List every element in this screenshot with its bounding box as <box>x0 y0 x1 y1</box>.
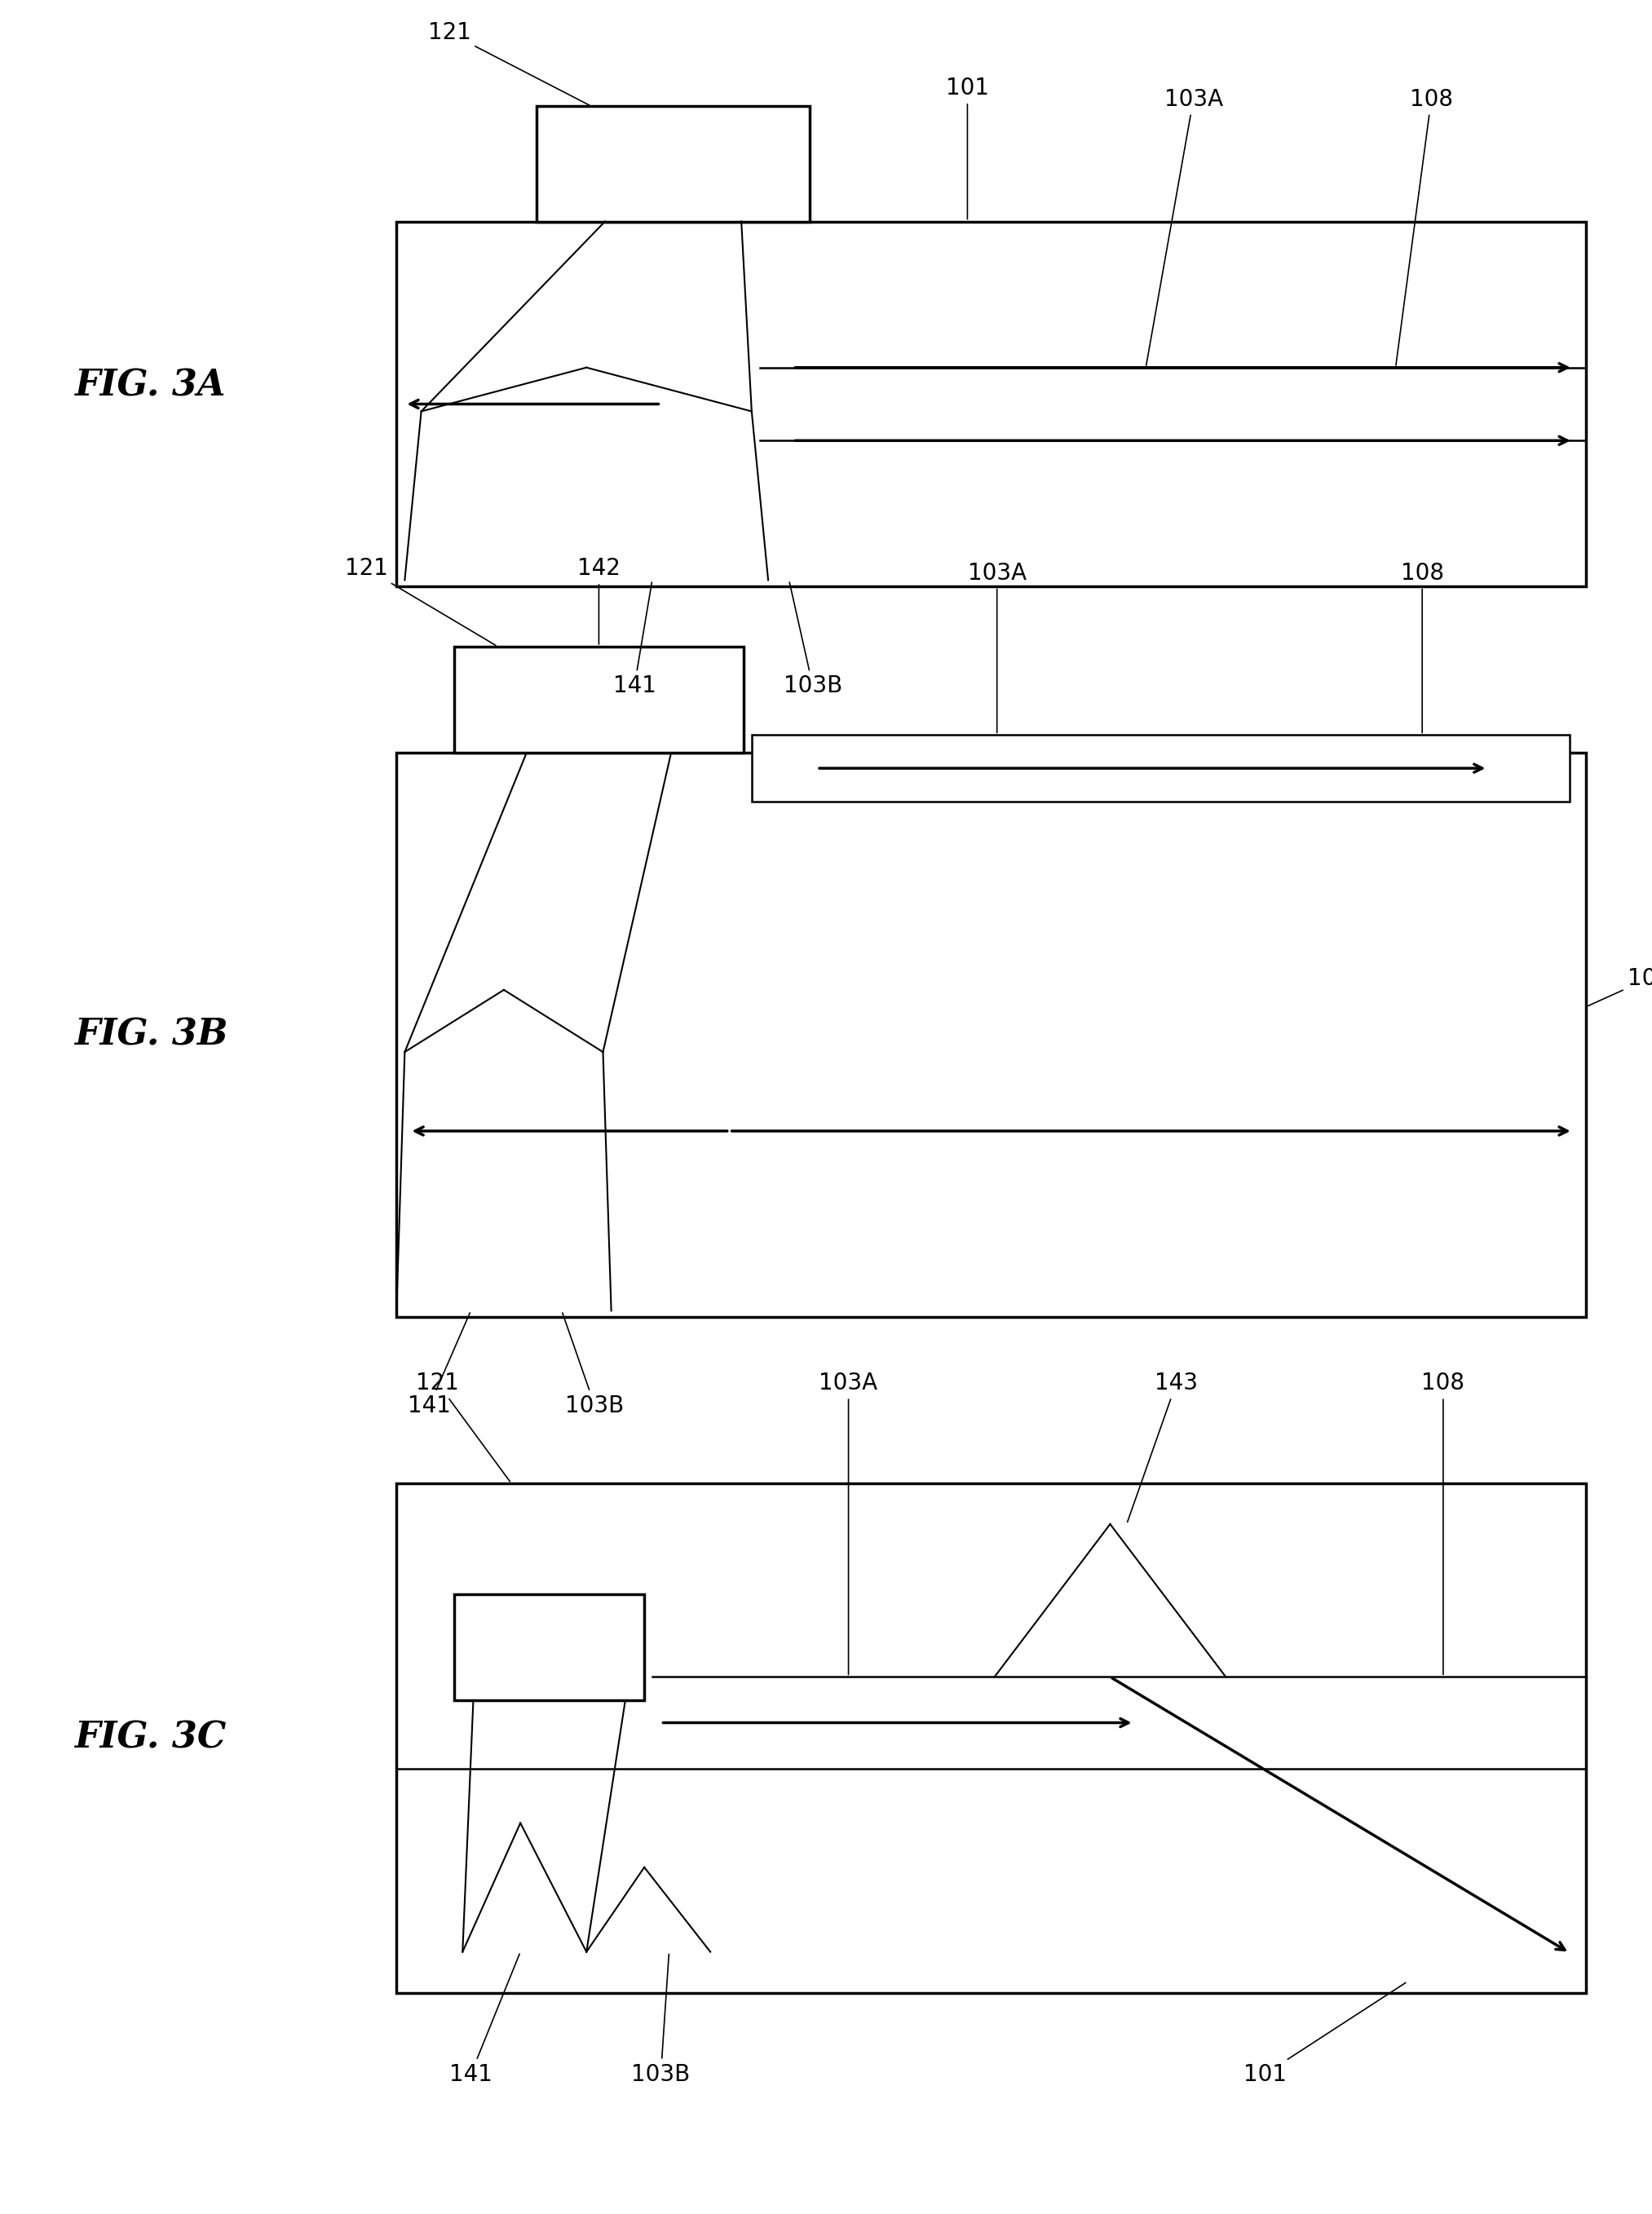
Text: 141: 141 <box>408 1313 469 1417</box>
Text: 103A: 103A <box>968 562 1026 733</box>
Text: 141: 141 <box>449 1955 519 2086</box>
Text: 121: 121 <box>428 22 590 106</box>
Text: 108: 108 <box>1396 89 1452 365</box>
Text: 121: 121 <box>416 1373 510 1481</box>
Bar <box>454 646 743 753</box>
Text: 101: 101 <box>1244 1984 1406 2086</box>
Text: 142: 142 <box>577 558 621 644</box>
Bar <box>454 1594 644 1700</box>
Bar <box>752 735 1569 801</box>
Text: 121: 121 <box>345 558 496 644</box>
Text: 103A: 103A <box>1146 89 1222 365</box>
Text: 101: 101 <box>947 77 990 219</box>
Bar <box>537 106 809 221</box>
Text: 143: 143 <box>1127 1373 1198 1521</box>
Text: 108: 108 <box>1401 562 1444 733</box>
Text: FIG. 3B: FIG. 3B <box>74 1018 228 1052</box>
Bar <box>396 221 1586 587</box>
Text: 103B: 103B <box>562 1313 624 1417</box>
Text: 103B: 103B <box>783 582 843 697</box>
Text: FIG. 3A: FIG. 3A <box>74 368 225 403</box>
Text: 101: 101 <box>1588 968 1652 1005</box>
Text: 103B: 103B <box>631 1955 691 2086</box>
Text: 103A: 103A <box>819 1373 877 1674</box>
Text: FIG. 3C: FIG. 3C <box>74 1720 226 1756</box>
Bar <box>396 753 1586 1317</box>
Bar <box>396 1483 1586 1993</box>
Text: 141: 141 <box>613 582 656 697</box>
Text: 108: 108 <box>1422 1373 1465 1674</box>
